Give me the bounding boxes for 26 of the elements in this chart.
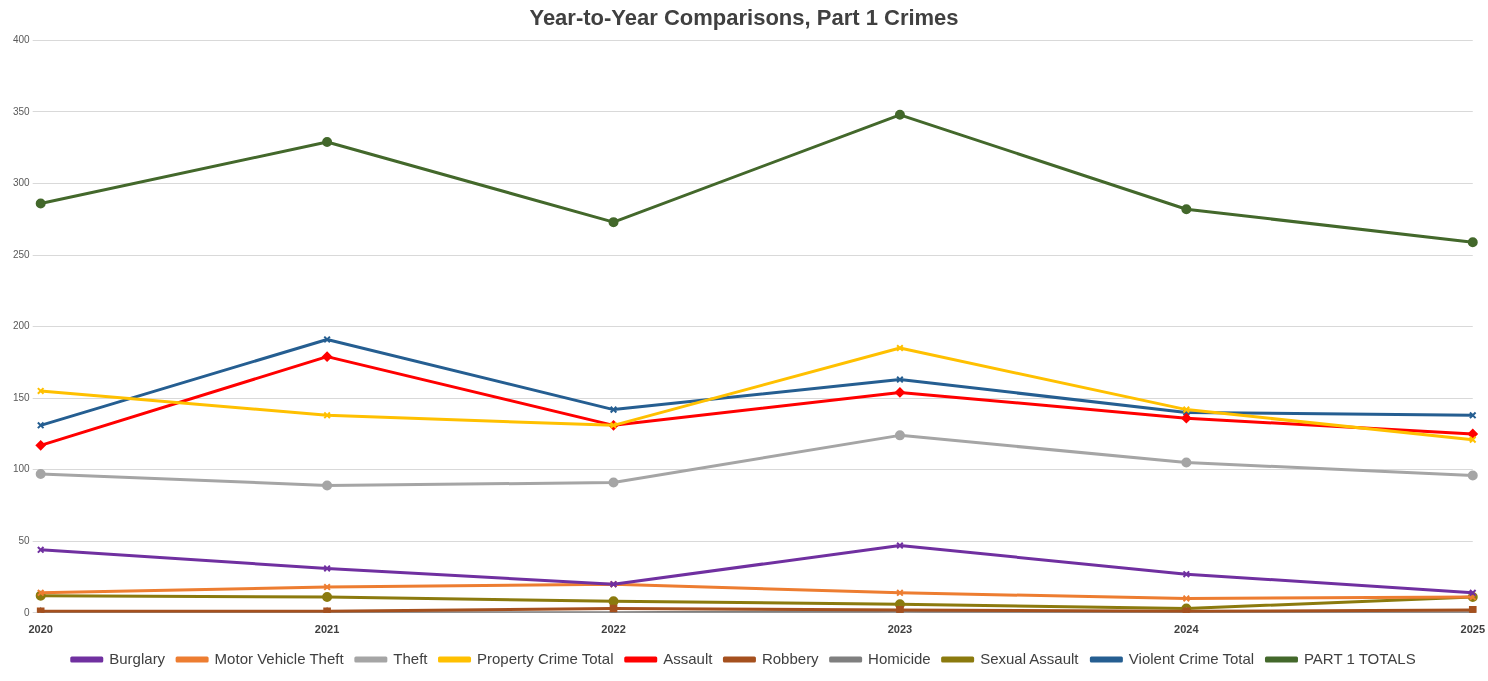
x-tick-label: 2020 xyxy=(28,623,53,636)
y-tick-label: 400 xyxy=(13,34,31,46)
legend-label: Violent Crime Total xyxy=(1128,649,1255,667)
legend-label: Burglary xyxy=(109,649,166,667)
legend-label: Homicide xyxy=(868,649,931,667)
y-tick-label: 300 xyxy=(13,177,31,189)
y-tick-label: 200 xyxy=(13,320,31,332)
legend-label: Robbery xyxy=(761,649,820,667)
x-tick-label: 2023 xyxy=(887,623,913,636)
legend-label: Theft xyxy=(393,649,429,667)
x-tick-label: 2021 xyxy=(314,623,340,636)
legend-label: Motor Vehicle Theft xyxy=(214,649,345,667)
legend-label: PART 1 TOTALS xyxy=(1303,649,1416,667)
y-tick-label: 350 xyxy=(13,105,31,117)
x-tick-label: 2024 xyxy=(1174,623,1200,636)
y-tick-label: 250 xyxy=(13,248,31,260)
x-tick-label: 2025 xyxy=(1460,623,1486,636)
legend-label: Property Crime Total xyxy=(477,649,614,667)
y-tick-label: 150 xyxy=(13,391,31,403)
x-tick-label: 2022 xyxy=(601,623,626,636)
y-tick-label: 0 xyxy=(24,606,31,618)
y-tick-label: 100 xyxy=(13,463,31,475)
chart-title: Year-to-Year Comparisons, Part 1 Crimes xyxy=(529,5,959,31)
legend-label: Assault xyxy=(663,649,714,667)
y-tick-label: 50 xyxy=(18,535,31,546)
legend-label: Sexual Assault xyxy=(980,649,1080,667)
